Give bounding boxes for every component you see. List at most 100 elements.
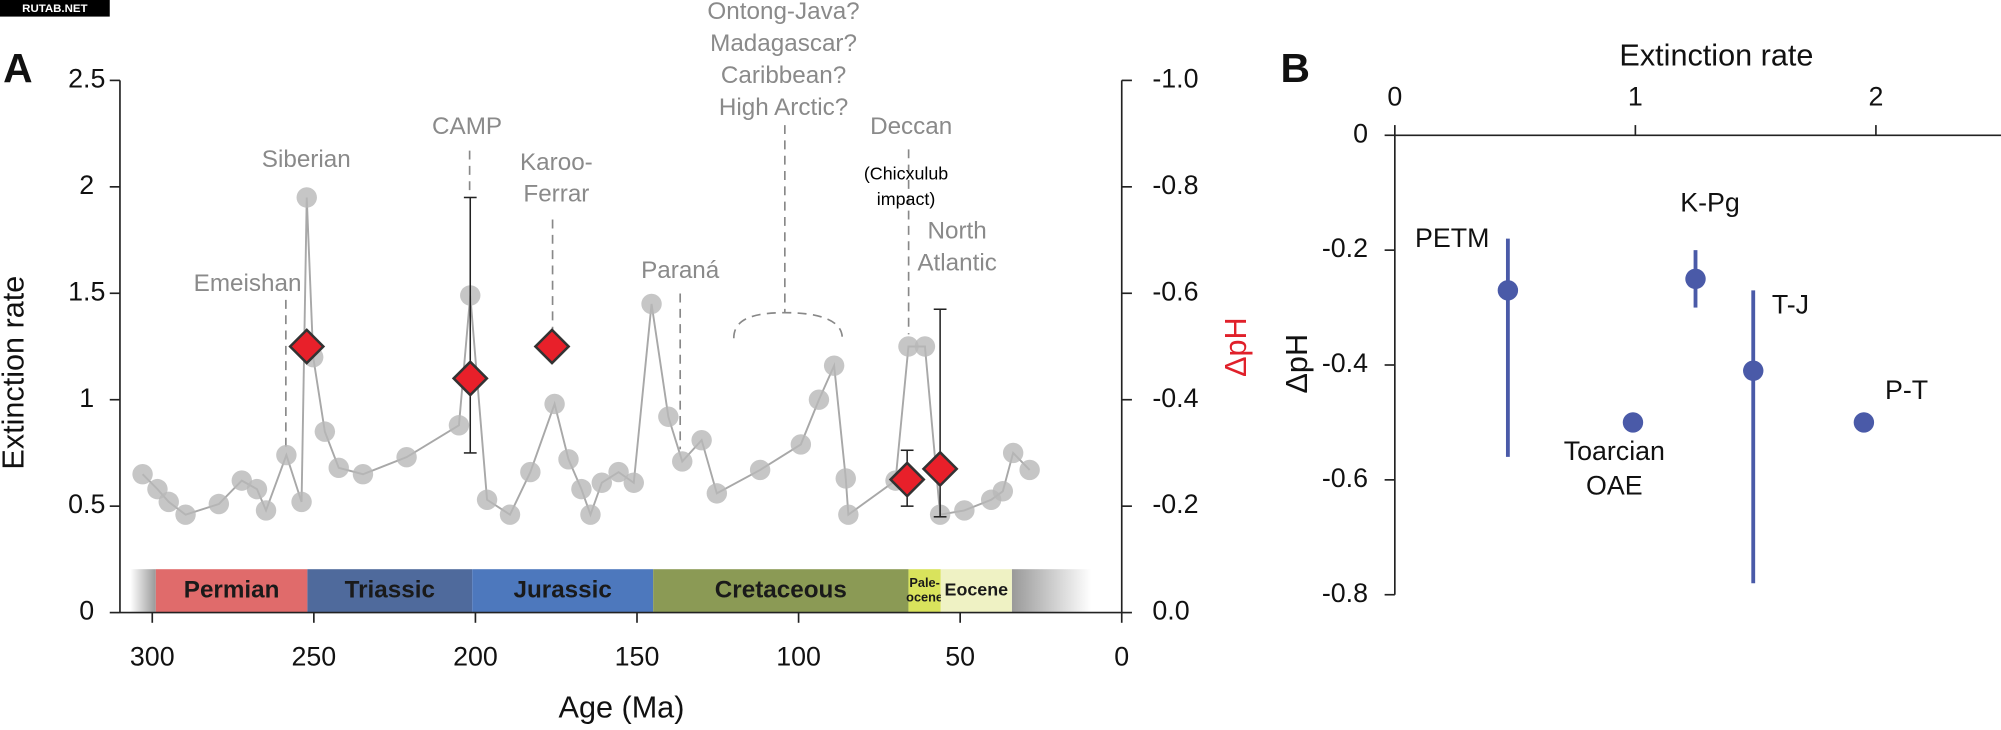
point [898,336,919,357]
point [1743,360,1764,381]
y-tick-label: 0 [1353,118,1368,148]
y-tick-label: 2.5 [68,63,105,93]
point [1685,268,1706,290]
x-tick-label: 2 [1868,81,1883,111]
x-tick-label: 50 [945,642,975,672]
point [749,459,771,481]
point [276,444,297,466]
period-label: Triassic [345,576,435,603]
point [790,434,812,455]
point [396,446,417,468]
point-label: PETM [1415,223,1489,253]
point [255,500,277,521]
diamond [533,328,571,365]
x-axis-title: Extinction rate [1619,39,1813,73]
point [1622,412,1644,433]
point [476,489,498,510]
annotation: impact) [877,189,936,209]
point-label: K-Pg [1680,187,1740,217]
annotation: Emeishan [194,270,302,297]
point [1853,412,1875,433]
point [706,483,728,504]
x-tick-label: 150 [615,642,660,672]
y-tick-label: 2 [79,170,94,200]
period-label: Pale- [909,575,939,590]
x-tick-label: 250 [292,642,337,672]
y-tick-label: -0.4 [1322,348,1368,378]
annotation: Ontong-Java? [707,0,859,25]
watermark: RUTAB.NET [22,3,87,15]
point [672,451,693,472]
period [472,569,654,613]
y2-tick-label: 0.0 [1152,596,1189,626]
point [558,449,579,470]
annotation: Madagascar? [710,30,857,57]
y2-tick-label: -0.8 [1152,170,1198,200]
x-tick-label: 200 [453,642,498,672]
panel-label: A [3,45,32,91]
watermark-bg [0,0,110,17]
diamond [888,461,926,498]
point [1019,459,1040,481]
y-tick-label: 1.5 [68,276,105,306]
point [208,493,230,515]
y-tick-label: -0.6 [1322,463,1368,493]
brace [732,311,844,339]
y-axis-title: ΔpH [1280,334,1314,394]
period [653,569,909,613]
point-label: T-J [1772,289,1809,319]
x-axis-title: Age (Ma) [559,691,685,725]
y2-axis-title: ΔpH [1219,317,1253,377]
point [808,389,830,410]
point [1497,280,1519,301]
period [940,569,1012,613]
annotation: CAMP [432,113,502,140]
y-axis-title: Extinction rate [0,276,30,470]
point [520,461,541,483]
annotation: Atlantic [917,250,996,277]
period-label: Cretaceous [715,576,847,603]
y-tick-label: 0.5 [68,489,105,519]
point [132,464,153,485]
point [992,481,1014,502]
point [246,478,268,500]
x-tick-label: 100 [776,642,821,672]
point [591,472,612,493]
y2-tick-label: -0.4 [1152,383,1198,413]
panel-label: B [1281,45,1310,91]
point [231,470,252,491]
point [352,464,374,485]
point [296,187,317,208]
annotation: Caribbean? [721,62,846,89]
y2-tick-label: -1.0 [1152,63,1198,93]
point [158,491,179,513]
point [823,355,845,376]
y2-tick-label: -0.6 [1152,276,1198,306]
point-label: Toarcian [1564,436,1665,466]
point [641,293,662,315]
point [580,504,601,525]
period-label: Eocene [945,580,1009,600]
annotation: Karoo- [520,149,593,176]
point [954,500,975,521]
point-label: OAE [1586,471,1643,501]
period [908,569,941,613]
y-tick-label: -0.8 [1322,578,1368,608]
point [571,478,592,500]
y2-tick-label: -0.2 [1152,489,1198,519]
x-tick-label: 1 [1628,81,1643,111]
point [175,504,196,525]
point [835,468,856,489]
annotation: (Chicxulub [864,164,948,184]
annotation: Ferrar [523,181,589,208]
point [623,472,644,493]
annotation: Deccan [870,113,952,140]
point [1002,442,1024,464]
point [291,491,312,513]
period-fade [130,569,156,613]
period-fade [1011,569,1092,613]
annotation: Paraná [641,257,720,284]
diamond [451,360,489,397]
